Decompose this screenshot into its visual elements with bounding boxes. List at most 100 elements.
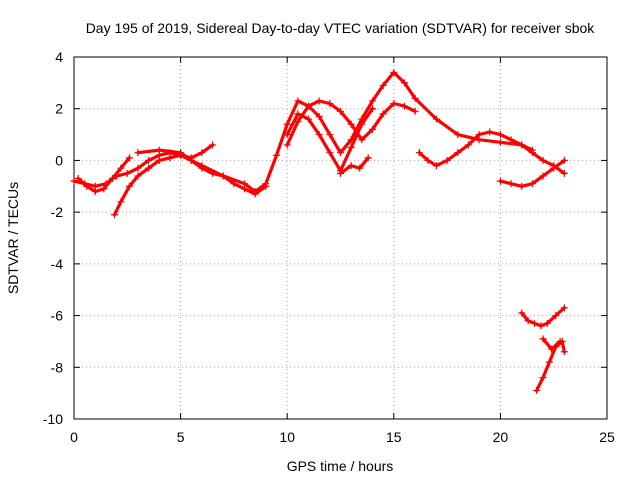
data-point bbox=[524, 317, 532, 325]
data-point bbox=[507, 180, 515, 188]
data-point bbox=[560, 304, 568, 312]
data-point bbox=[134, 164, 142, 172]
data-point bbox=[358, 120, 366, 128]
data-point bbox=[294, 118, 302, 126]
data-point bbox=[111, 211, 119, 219]
data-point bbox=[364, 154, 372, 162]
plot-frame bbox=[73, 56, 608, 420]
data-point bbox=[545, 358, 553, 366]
data-point bbox=[368, 125, 376, 133]
data-point bbox=[117, 198, 125, 206]
series-line bbox=[417, 130, 566, 175]
x-tick-label: 15 bbox=[386, 429, 402, 445]
data-point bbox=[166, 154, 174, 162]
data-point bbox=[379, 81, 387, 89]
data-point bbox=[305, 102, 313, 110]
data-point bbox=[262, 180, 270, 188]
data-point bbox=[305, 115, 313, 123]
data-point bbox=[315, 112, 323, 120]
data-point bbox=[117, 164, 125, 172]
data-point bbox=[198, 162, 206, 170]
data-point bbox=[556, 337, 564, 345]
series-track-f bbox=[283, 97, 419, 149]
data-point bbox=[507, 136, 515, 144]
y-tick-label: -4 bbox=[51, 256, 64, 272]
series-track-j bbox=[518, 304, 568, 330]
data-point bbox=[134, 149, 142, 157]
data-point bbox=[155, 146, 163, 154]
data-point bbox=[518, 141, 526, 149]
series-track-g bbox=[337, 154, 372, 177]
data-point bbox=[368, 97, 376, 105]
data-point bbox=[400, 79, 408, 87]
series-line bbox=[136, 70, 534, 194]
data-point bbox=[326, 149, 334, 157]
data-point bbox=[486, 128, 494, 136]
data-point bbox=[155, 156, 163, 164]
data-point bbox=[74, 175, 82, 183]
y-tick-label: -2 bbox=[51, 204, 64, 220]
data-point bbox=[496, 138, 504, 146]
data-point bbox=[496, 131, 504, 139]
data-point bbox=[198, 149, 206, 157]
data-point bbox=[100, 185, 108, 193]
data-point bbox=[125, 182, 133, 190]
data-point bbox=[518, 182, 526, 190]
data-point bbox=[560, 169, 568, 177]
y-tick-label: 2 bbox=[55, 101, 63, 117]
data-point bbox=[219, 172, 227, 180]
data-point bbox=[424, 156, 432, 164]
data-point bbox=[241, 180, 249, 188]
data-point bbox=[537, 322, 545, 330]
data-point bbox=[134, 172, 142, 180]
series-track-c bbox=[111, 141, 217, 219]
data-point bbox=[548, 345, 556, 353]
data-point bbox=[415, 149, 423, 157]
data-point bbox=[368, 105, 376, 113]
y-tick-label: 0 bbox=[55, 152, 63, 168]
series-track-i bbox=[496, 156, 568, 190]
data-point bbox=[496, 177, 504, 185]
data-point bbox=[326, 100, 334, 108]
data-point bbox=[454, 131, 462, 139]
data-point bbox=[390, 69, 398, 77]
data-point bbox=[91, 187, 99, 195]
data-point bbox=[518, 309, 526, 317]
data-point bbox=[443, 156, 451, 164]
data-point bbox=[533, 387, 541, 395]
data-point bbox=[543, 319, 551, 327]
data-point bbox=[123, 169, 131, 177]
data-point bbox=[539, 374, 547, 382]
data-point bbox=[125, 154, 133, 162]
data-point bbox=[337, 107, 344, 115]
data-point bbox=[273, 151, 281, 159]
data-point bbox=[326, 131, 334, 139]
series-track-b bbox=[74, 154, 133, 195]
data-point bbox=[337, 149, 344, 157]
data-point bbox=[432, 115, 440, 123]
y-tick-label: -6 bbox=[51, 308, 64, 324]
axis-ticks: 0 5 10 15 20 25 -10 -8 -6 -4 -2 0 2 4 bbox=[43, 49, 615, 445]
data-point bbox=[550, 164, 558, 172]
series-line bbox=[338, 156, 370, 175]
data-point bbox=[294, 110, 302, 118]
data-point bbox=[390, 100, 398, 108]
series-track-h bbox=[415, 128, 568, 177]
data-point bbox=[464, 141, 472, 149]
data-point bbox=[432, 162, 440, 170]
data-point bbox=[347, 162, 355, 170]
data-point bbox=[283, 120, 291, 128]
x-tick-label: 0 bbox=[70, 429, 78, 445]
y-axis-label: SDTVAR / TECUs bbox=[5, 182, 21, 294]
y-tick-label: -8 bbox=[51, 359, 64, 375]
x-tick-label: 20 bbox=[493, 429, 509, 445]
data-point bbox=[454, 149, 462, 157]
y-tick-label: -10 bbox=[43, 411, 63, 427]
data-point bbox=[108, 175, 116, 183]
data-point bbox=[209, 141, 217, 149]
series-track-l bbox=[539, 335, 564, 353]
data-point bbox=[315, 97, 323, 105]
data-point bbox=[560, 156, 568, 164]
data-point bbox=[356, 164, 364, 172]
data-series bbox=[70, 69, 568, 395]
